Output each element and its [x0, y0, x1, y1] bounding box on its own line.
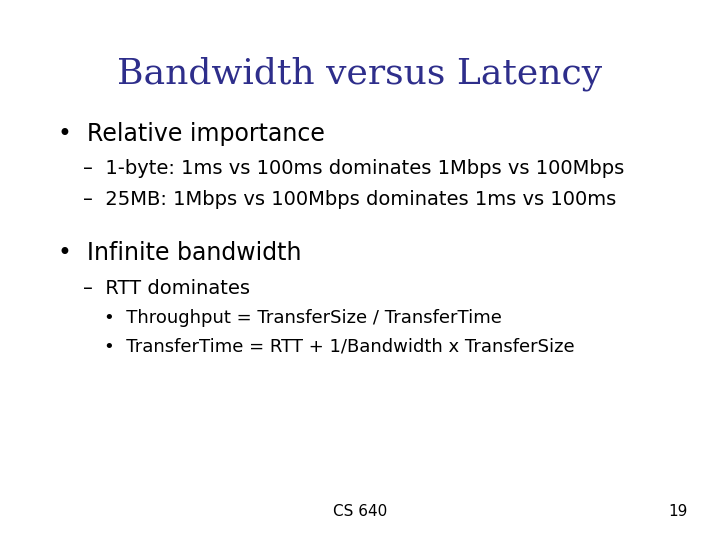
Text: CS 640: CS 640 [333, 504, 387, 519]
Text: •  TransferTime = RTT + 1/Bandwidth x TransferSize: • TransferTime = RTT + 1/Bandwidth x Tra… [104, 338, 575, 355]
Text: •  Throughput = TransferSize / TransferTime: • Throughput = TransferSize / TransferTi… [104, 309, 503, 327]
Text: –  RTT dominates: – RTT dominates [83, 279, 250, 298]
Text: •  Infinite bandwidth: • Infinite bandwidth [58, 241, 301, 265]
Text: 19: 19 [668, 504, 688, 519]
Text: Bandwidth versus Latency: Bandwidth versus Latency [117, 57, 603, 91]
Text: •  Relative importance: • Relative importance [58, 122, 325, 145]
Text: –  25MB: 1Mbps vs 100Mbps dominates 1ms vs 100ms: – 25MB: 1Mbps vs 100Mbps dominates 1ms v… [83, 190, 616, 209]
Text: –  1-byte: 1ms vs 100ms dominates 1Mbps vs 100Mbps: – 1-byte: 1ms vs 100ms dominates 1Mbps v… [83, 159, 624, 178]
